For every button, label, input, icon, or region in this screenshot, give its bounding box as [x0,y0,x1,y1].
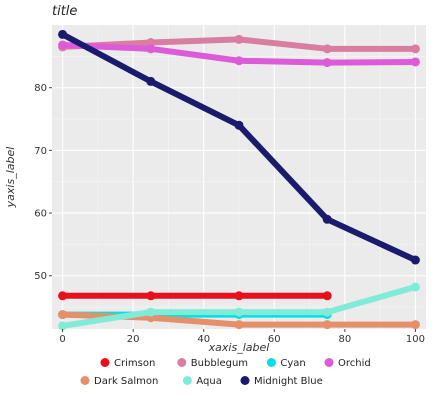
legend-swatch [80,376,90,385]
legend-item-orchid: Orchid [324,358,371,369]
legend-item-aqua: Aqua [182,376,222,387]
legend-label: Crimson [114,358,155,369]
data-point-midnight-blue [58,29,68,39]
data-point-dark-salmon [410,320,420,330]
y-tick-label: 80 [34,83,47,94]
legend-label: Orchid [338,358,371,369]
data-point-crimson [322,291,332,301]
series-layer [58,29,420,331]
series-midnight-blue [58,29,420,265]
x-tick-label: 20 [127,334,140,345]
data-point-midnight-blue [234,120,244,130]
series-aqua [58,282,420,331]
x-tick-label: 60 [268,334,281,345]
grid [52,25,426,329]
data-point-orchid [322,58,332,68]
x-axis-title: xaxis_label [208,341,270,354]
chart-title: title [52,4,77,19]
data-point-orchid [146,44,156,54]
data-point-midnight-blue [322,214,332,224]
legend-swatch [324,358,334,367]
legend-label: Midnight Blue [254,376,323,387]
legend-item-cyan: Cyan [266,358,306,369]
data-point-dark-salmon [234,320,244,330]
data-point-bubblegum [234,34,244,44]
legend-item-crimson: Crimson [100,358,155,369]
data-point-aqua [146,307,156,317]
legend: Crimson Bubblegum Cyan Orchid Dark Salmon Aqu… [80,358,371,387]
data-point-bubblegum [146,38,156,48]
y-tick-label: 70 [34,146,47,157]
x-axis: 0 20 40 60 80 100 [59,329,425,345]
data-point-orchid [234,56,244,66]
data-point-aqua [322,307,332,317]
data-point-aqua [234,307,244,317]
y-tick-label: 60 [34,209,47,220]
series-crimson [58,291,332,301]
legend-swatch [100,358,110,367]
x-tick-label: 80 [338,334,351,345]
y-axis-title: yaxis_label [4,147,17,209]
data-point-crimson [58,291,68,301]
data-point-crimson [234,291,244,301]
data-point-orchid [410,57,420,67]
data-point-crimson [146,291,156,301]
data-point-aqua [410,282,420,292]
x-tick-label: 0 [59,334,65,345]
legend-swatch [266,358,276,367]
series-orchid [58,40,420,68]
legend-swatch [240,376,250,385]
legend-item-dark-salmon: Dark Salmon [80,376,158,387]
legend-item-midnight-blue: Midnight Blue [240,376,323,387]
data-point-dark-salmon [322,320,332,330]
data-point-midnight-blue [410,255,420,265]
legend-label: Dark Salmon [94,376,158,387]
legend-item-bubblegum: Bubblegum [177,358,248,369]
x-tick-label: 100 [406,334,425,345]
data-point-orchid [58,40,68,50]
legend-label: Bubblegum [191,358,248,369]
data-point-bubblegum [322,44,332,54]
data-point-dark-salmon [58,310,68,320]
y-axis: 50 60 70 80 [34,83,52,282]
data-point-bubblegum [410,44,420,54]
legend-label: Aqua [196,376,221,387]
legend-swatch [182,376,192,385]
legend-swatch [177,358,187,367]
y-tick-label: 50 [34,271,47,282]
data-point-aqua [58,321,68,331]
legend-label: Cyan [280,358,305,369]
x-tick-label: 40 [197,334,210,345]
data-point-midnight-blue [146,76,156,86]
